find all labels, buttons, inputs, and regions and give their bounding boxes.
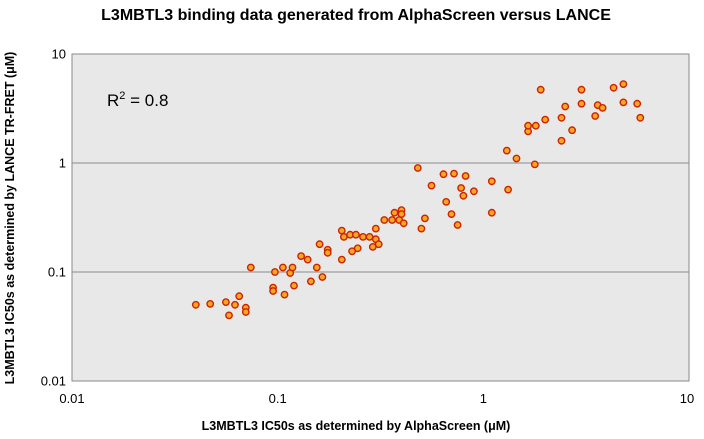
y-axis-ticks: 0.01 0.1 1 10 [41,47,66,389]
data-point [417,224,426,233]
r-squared-annotation: R2 = 0.8 [107,90,168,110]
data-point [502,146,511,155]
data-point [380,216,389,224]
data-point [371,224,380,233]
data-point [297,252,305,261]
data-point [557,136,566,145]
data-point [290,281,298,290]
data-point [598,104,607,112]
data-point [561,102,570,111]
data-point [536,85,545,94]
data-point [636,113,645,122]
data-point [278,263,287,272]
data-point [397,210,406,219]
data-point [577,85,586,94]
data-point [246,263,255,272]
data-point [390,208,399,217]
y-tick-label: 1 [59,156,66,171]
data-points [191,80,645,320]
y-tick-label: 0.1 [48,265,66,280]
data-point [351,230,360,239]
data-point [453,221,462,229]
data-point [315,240,324,249]
data-point [577,99,586,108]
data-point [530,160,539,169]
data-point [318,273,327,281]
data-point [231,300,239,309]
data-point [619,98,628,107]
data-point [512,154,521,163]
data-point [469,187,478,196]
gridlines [72,162,689,273]
data-point [288,263,297,272]
chart-title: L3MBTL3 binding data generated from Alph… [101,7,611,24]
data-point [280,290,289,299]
data-point [270,268,279,276]
data-point [337,255,346,264]
data-point [221,298,230,306]
x-axis-ticks: 0.01 0.1 1 10 [59,391,694,406]
x-tick-label: 10 [680,391,694,406]
data-point [225,311,233,320]
data-point [487,208,496,217]
data-point [353,244,362,253]
data-point [609,83,618,92]
data-point [359,232,367,241]
data-point [241,308,250,316]
data-point [374,240,383,249]
x-axis-label: L3MBTL3 IC50s as determined by AlphaScre… [202,419,511,433]
data-point [337,226,346,235]
data-point [191,300,200,309]
y-axis-label: L3MBTL3 IC50s as determined by LANCE TR-… [3,52,17,385]
data-point [269,287,277,295]
data-point [413,164,422,172]
data-point [633,99,642,108]
data-point [427,181,436,190]
data-point [459,191,468,200]
data-point [568,126,576,135]
data-point [365,232,374,241]
data-point [457,184,465,192]
data-point [388,216,396,224]
data-point [557,113,566,122]
y-tick-label: 10 [52,47,66,62]
y-tick-label: 0.01 [41,374,66,389]
data-point [487,177,496,186]
data-point [591,112,600,120]
x-tick-label: 1 [480,391,487,406]
data-point [420,214,429,223]
data-point [235,292,244,301]
data-point [541,115,550,124]
data-point [531,121,540,130]
data-point [206,299,215,308]
data-point [442,197,451,206]
data-point [303,255,312,264]
data-point [524,121,532,130]
x-tick-label: 0.01 [59,391,84,406]
data-point [339,232,348,241]
data-point [312,263,321,272]
data-point [450,169,458,178]
data-point [306,277,315,286]
data-point [399,219,408,228]
data-point [619,80,628,89]
data-point [439,170,448,179]
data-point [447,210,456,219]
data-point [323,248,332,257]
plot-area [71,53,690,382]
data-point [504,185,512,194]
x-tick-label: 0.1 [269,391,287,406]
data-point [461,172,470,180]
